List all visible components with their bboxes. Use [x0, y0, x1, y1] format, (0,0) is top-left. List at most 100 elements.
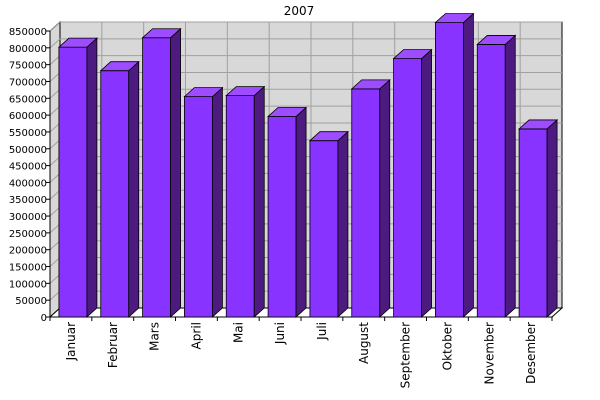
bar-side [337, 130, 349, 318]
bar-side [128, 60, 140, 318]
bar-top [350, 79, 391, 90]
y-tick-label: 350000 [9, 195, 47, 206]
bar [308, 130, 349, 318]
y-tick-label: 300000 [9, 212, 47, 223]
bar-front [184, 96, 213, 318]
x-tick-label: September [399, 322, 413, 388]
bar-top [518, 119, 559, 130]
x-tick-label: August [357, 322, 371, 364]
side-grid-line [49, 139, 61, 150]
y-tick-label: 600000 [9, 111, 47, 122]
y-tick-label: 50000 [15, 296, 47, 307]
bar-side [253, 85, 265, 318]
side-grid-line [49, 240, 61, 251]
bar-front [393, 58, 422, 318]
x-axis-labels: Januar Februar Mars April Mai Juni Juli August S… [64, 322, 538, 389]
x-tick-label: Desember [524, 322, 538, 384]
bar-side [546, 119, 558, 318]
y-tick-label: 100000 [9, 279, 47, 290]
y-tick-label: 150000 [9, 263, 47, 274]
side-grid-line [49, 273, 61, 284]
bar-front [309, 140, 339, 318]
axes [49, 31, 553, 321]
side-grid-line [49, 21, 61, 32]
bar-top [476, 35, 517, 45]
side-grid-line [49, 105, 61, 116]
bar-top [225, 86, 266, 97]
side-grid-line [49, 122, 61, 133]
bar-front [435, 22, 464, 318]
bar-front [225, 95, 255, 318]
y-tick-label: 400000 [9, 178, 47, 189]
bar-top [57, 37, 98, 48]
bar-front [58, 46, 88, 318]
bar-side [504, 34, 516, 318]
y-axis-ticks: 0 50000 100000 150000 200000 250000 300000 3500… [9, 27, 50, 324]
y-tick-label: 0 [41, 313, 47, 324]
bar-top [392, 49, 433, 59]
x-tick-label: Juli [315, 322, 329, 341]
bar-front [142, 37, 171, 318]
bar-front [476, 44, 506, 318]
x-tick-label: Juni [273, 322, 287, 345]
bar-side [463, 12, 474, 318]
x-tick-label: Oktober [440, 322, 454, 370]
y-tick-label: 200000 [9, 246, 47, 257]
side-grid-line [49, 156, 61, 166]
x-tick-label: Mars [148, 322, 162, 351]
bar [99, 60, 140, 318]
x-tick-label: Februar [106, 322, 120, 368]
y-tick-label: 250000 [9, 229, 47, 240]
bar [350, 78, 391, 318]
bar [57, 37, 98, 318]
bar [183, 86, 224, 318]
side-grid-line [49, 38, 61, 49]
bar-front [351, 88, 381, 318]
y-tick-label: 850000 [9, 27, 47, 38]
x-tick-label: November [482, 322, 496, 384]
bar-front [100, 70, 130, 318]
y-tick-label: 650000 [9, 94, 47, 105]
bar [518, 119, 559, 318]
side-grid-line [49, 173, 61, 183]
bar-top [141, 28, 182, 39]
bars [57, 12, 559, 318]
bar-side [295, 106, 307, 318]
side-grid-line [49, 55, 61, 66]
side-wall [49, 20, 61, 319]
bar-front [267, 116, 297, 318]
bar [141, 27, 182, 318]
bar [225, 85, 266, 318]
y-tick-label: 450000 [9, 162, 47, 173]
x-tick-label: Mai [231, 322, 245, 343]
side-grid-line [49, 257, 61, 267]
side-grid-line [49, 223, 61, 234]
x-tick-label: Januar [64, 322, 78, 361]
bar-top [99, 61, 140, 72]
bar-side [379, 78, 391, 318]
side-grid-line [49, 72, 61, 82]
side-grid-line [49, 88, 61, 99]
y-tick-label: 700000 [9, 77, 47, 88]
bar-top [267, 107, 308, 117]
bar [476, 34, 517, 318]
bar-side [86, 37, 98, 318]
side-grid-line [49, 189, 61, 200]
bar [434, 12, 475, 318]
bar-top [308, 131, 349, 142]
y-tick-label: 550000 [9, 128, 47, 139]
bar-side [421, 48, 432, 318]
bar [267, 106, 308, 318]
bar-top [183, 87, 224, 98]
chart-title: 2007 [284, 4, 315, 18]
y-tick-label: 500000 [9, 145, 47, 156]
side-grid-line [49, 206, 61, 217]
bar [392, 48, 433, 318]
bar-top [434, 13, 475, 23]
bar-front [518, 128, 548, 318]
bar-side [170, 27, 181, 318]
side-grid-line [49, 290, 61, 301]
y-tick-label: 750000 [9, 61, 47, 72]
y-tick-label: 800000 [9, 44, 47, 55]
